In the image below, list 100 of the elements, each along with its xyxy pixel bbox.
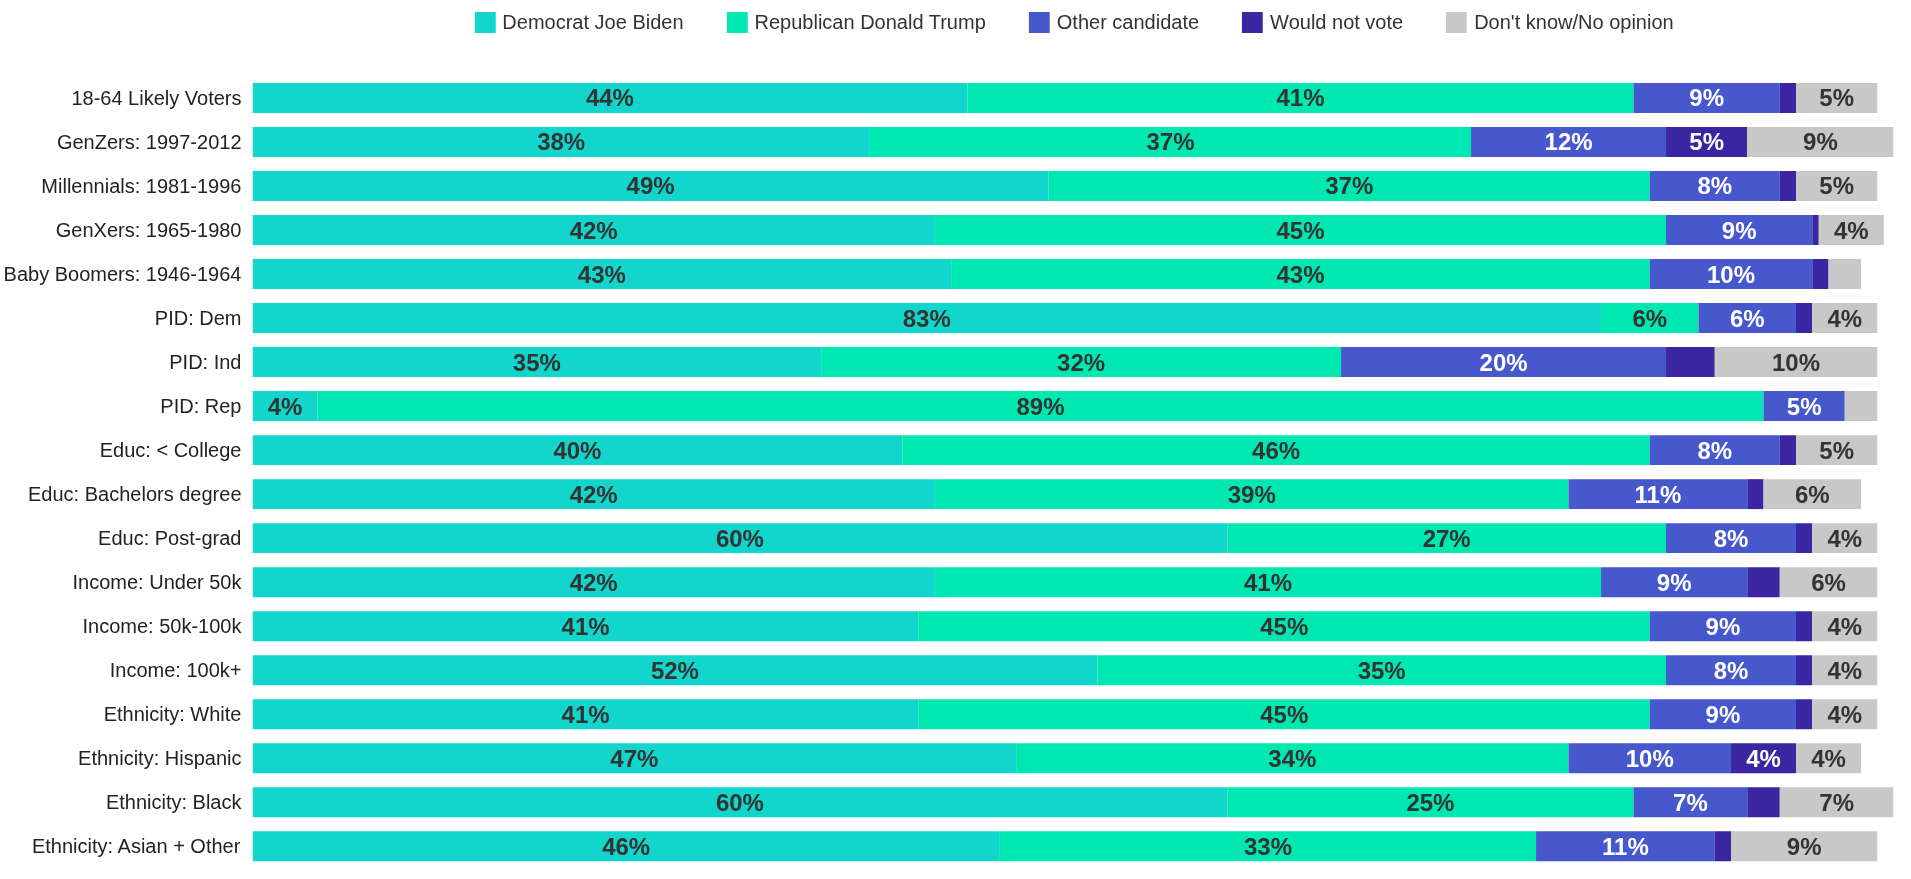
bar	[1601, 567, 1748, 598]
bar	[1536, 831, 1715, 862]
data-label: 4%	[1833, 216, 1869, 244]
bar	[1812, 259, 1829, 289]
bar	[1812, 215, 1819, 245]
bar	[317, 391, 1764, 422]
data-label: 89%	[1016, 392, 1065, 420]
data-label: 32%	[1057, 348, 1106, 376]
data-label: 20%	[1479, 348, 1528, 376]
data-label: 41%	[1276, 84, 1325, 112]
data-label: 5%	[1819, 84, 1854, 112]
data-label: 60%	[715, 788, 764, 816]
data-label: 40%	[553, 436, 602, 464]
data-label: 7%	[1819, 788, 1854, 816]
bar	[1568, 479, 1748, 510]
bar	[1796, 699, 1813, 730]
data-label: 35%	[512, 348, 561, 376]
data-label: 9%	[1803, 128, 1838, 156]
y-tick-label: 18-64 Likely Voters	[71, 86, 242, 109]
bar	[252, 743, 1017, 774]
data-label: 9%	[1721, 216, 1757, 244]
data-label: 4%	[1827, 612, 1863, 640]
bar	[252, 787, 1228, 818]
data-label: 6%	[1794, 480, 1830, 508]
bar	[1341, 347, 1667, 378]
data-label: 27%	[1422, 524, 1471, 552]
data-label: 46%	[602, 832, 651, 860]
data-label: 4%	[1827, 524, 1863, 552]
y-tick-label: Educ: Post-grad	[98, 527, 242, 550]
data-label: 11%	[1634, 480, 1682, 508]
bar	[252, 259, 952, 289]
bar	[1747, 567, 1780, 598]
y-tick-label: GenXers: 1965-1980	[55, 219, 242, 241]
data-label: 4%	[1827, 656, 1863, 684]
bar	[1649, 171, 1780, 201]
data-label: 4%	[1811, 744, 1846, 772]
bar	[252, 611, 919, 642]
bar	[252, 523, 1228, 554]
bar	[252, 479, 935, 510]
data-label: 5%	[1819, 436, 1854, 464]
bar	[1227, 787, 1634, 818]
data-label: 6%	[1729, 304, 1765, 332]
data-label: 42%	[569, 480, 618, 508]
y-tick-label: Baby Boomers: 1946-1964	[3, 263, 242, 286]
data-label: 8%	[1713, 656, 1749, 684]
y-tick-label: GenZers: 1997-2012	[56, 130, 242, 153]
bar	[1844, 391, 1878, 422]
bar	[1779, 82, 1797, 113]
data-label: 9%	[1705, 612, 1741, 640]
bar	[1779, 787, 1894, 818]
bar	[1097, 655, 1667, 686]
bar	[1649, 435, 1780, 466]
data-label: 43%	[577, 260, 626, 288]
bar	[1666, 347, 1715, 378]
data-label: 35%	[1357, 656, 1406, 684]
y-tick-label: Income: 50k-100k	[82, 615, 243, 638]
y-tick-label: PID: Rep	[160, 395, 242, 418]
bar	[1666, 215, 1813, 245]
y-tick-label: PID: Ind	[169, 351, 242, 374]
data-label: 4%	[1827, 700, 1863, 728]
data-label: 45%	[1260, 700, 1309, 728]
y-tick-label: Ethnicity: Hispanic	[78, 747, 242, 770]
data-label: 34%	[1268, 744, 1317, 772]
legend-label: Other candidate	[1056, 10, 1200, 34]
data-label: 83%	[902, 304, 951, 332]
bar	[1747, 479, 1764, 510]
bar	[934, 567, 1602, 598]
bar	[252, 699, 919, 730]
data-label: 37%	[1146, 128, 1195, 156]
data-label: 37%	[1325, 172, 1374, 200]
bar	[252, 127, 870, 157]
bar	[934, 215, 1667, 245]
bar	[1779, 171, 1797, 201]
data-label: 47%	[610, 744, 659, 772]
data-label: 41%	[1243, 568, 1292, 596]
data-label: 10%	[1707, 260, 1756, 288]
legend-label: Republican Donald Trump	[754, 10, 986, 34]
data-label: 8%	[1697, 436, 1733, 464]
bar	[869, 127, 1472, 157]
data-label: 42%	[569, 216, 618, 244]
data-label: 5%	[1786, 392, 1822, 420]
bar	[934, 479, 1569, 510]
bar	[918, 611, 1650, 642]
data-label: 45%	[1276, 216, 1325, 244]
data-label: 39%	[1227, 480, 1276, 508]
bar	[1714, 831, 1732, 862]
data-label: 10%	[1625, 744, 1674, 772]
data-label: 33%	[1243, 832, 1292, 860]
bar	[252, 303, 1602, 334]
bar	[1796, 523, 1813, 554]
data-label: 43%	[1276, 260, 1325, 288]
bar	[967, 82, 1634, 113]
bar	[1747, 127, 1894, 157]
bar	[252, 82, 968, 113]
bar	[1649, 611, 1797, 642]
data-label: 4%	[267, 392, 303, 420]
bar	[1633, 82, 1780, 113]
legend-label: Don't know/No opinion	[1474, 10, 1674, 34]
bar	[1828, 259, 1862, 289]
bar	[999, 831, 1537, 862]
